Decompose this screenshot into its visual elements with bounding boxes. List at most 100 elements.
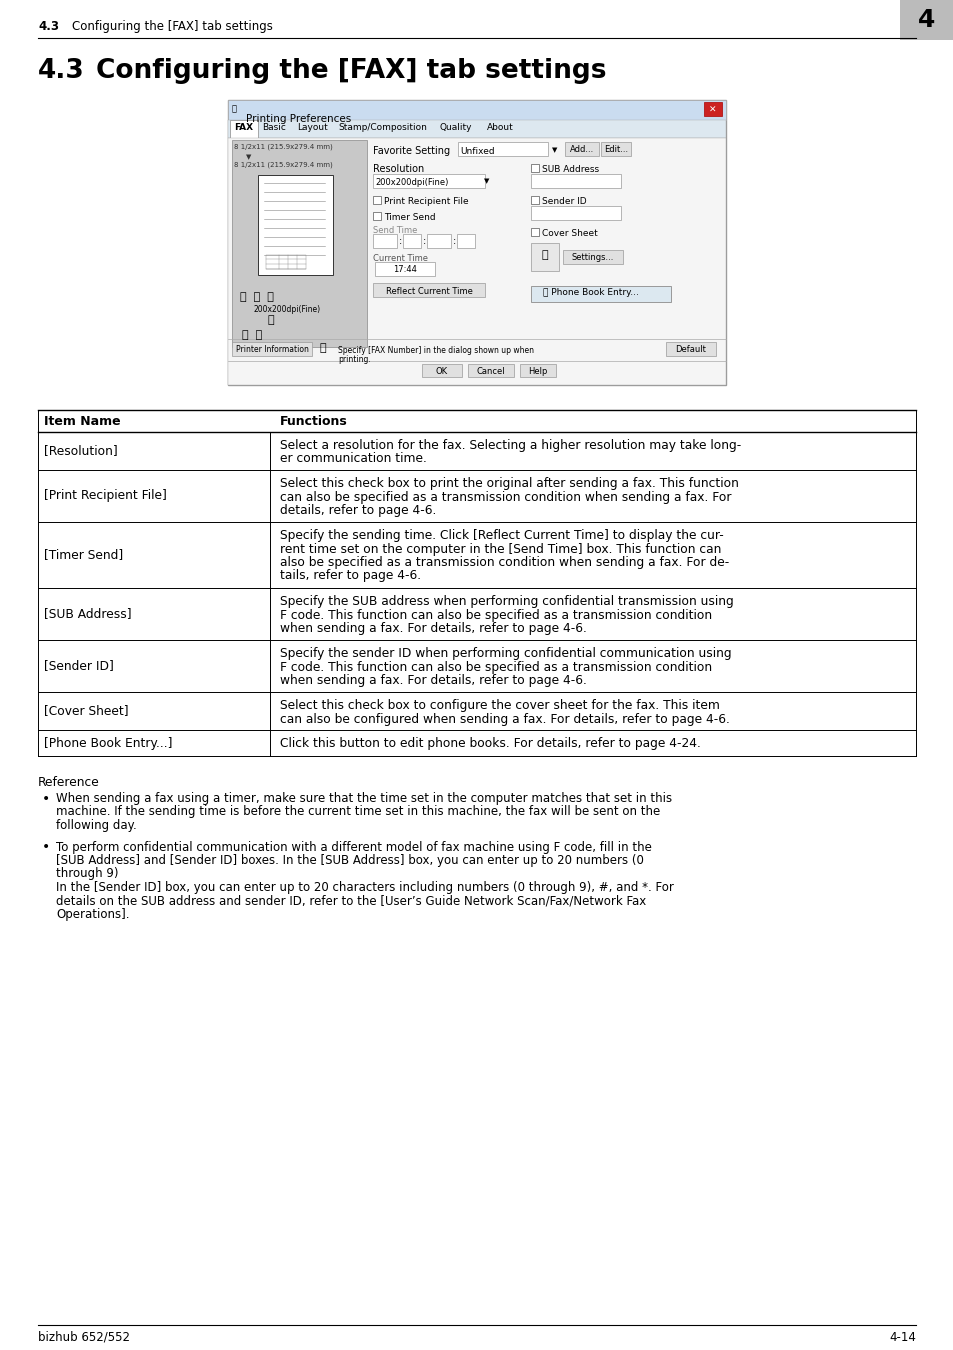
Text: ▼: ▼ (246, 154, 251, 161)
Bar (531, 243, 558, 271)
Bar (564, 142, 598, 157)
Text: :: : (398, 236, 402, 246)
Bar (257, 176, 333, 275)
Bar (373, 234, 396, 248)
Text: Quality: Quality (439, 123, 472, 132)
Text: Reflect Current Time: Reflect Current Time (385, 286, 472, 296)
Bar (531, 163, 538, 171)
Bar (421, 364, 461, 377)
Text: Layout: Layout (297, 123, 328, 132)
Text: 4-14: 4-14 (888, 1331, 915, 1345)
Text: 📒 Phone Book Entry...: 📒 Phone Book Entry... (542, 288, 639, 297)
Text: Reference: Reference (38, 776, 100, 788)
Text: Item Name: Item Name (44, 414, 120, 428)
Text: ▼: ▼ (483, 178, 489, 184)
Text: details on the SUB address and sender ID, refer to the [User’s Guide Network Sca: details on the SUB address and sender ID… (56, 895, 645, 907)
Text: [Timer Send]: [Timer Send] (44, 548, 123, 562)
Bar (703, 103, 721, 116)
Text: FAX: FAX (234, 123, 253, 132)
Text: 💡: 💡 (319, 343, 326, 352)
Text: Cancel: Cancel (476, 366, 505, 375)
Bar (456, 234, 475, 248)
Text: also be specified as a transmission condition when sending a fax. For de-: also be specified as a transmission cond… (280, 556, 728, 568)
Text: 200x200dpi(Fine): 200x200dpi(Fine) (375, 178, 448, 188)
Text: [Cover Sheet]: [Cover Sheet] (44, 705, 129, 717)
Bar (228, 100, 725, 120)
Text: [SUB Address] and [Sender ID] boxes. In the [SUB Address] box, you can enter up : [SUB Address] and [Sender ID] boxes. In … (56, 855, 643, 867)
Text: :: : (453, 236, 456, 246)
Text: [Sender ID]: [Sender ID] (44, 660, 113, 672)
Text: 🖨: 🖨 (232, 104, 236, 113)
Text: ▼: ▼ (552, 147, 557, 153)
Text: :: : (422, 236, 426, 246)
Bar (427, 234, 451, 248)
Text: 8 1/2x11 (215.9x279.4 mm): 8 1/2x11 (215.9x279.4 mm) (233, 144, 333, 150)
Text: Timer Send: Timer Send (384, 213, 436, 221)
Text: 17:44: 17:44 (393, 266, 416, 274)
Text: Specify the sender ID when performing confidential communication using: Specify the sender ID when performing co… (280, 647, 731, 660)
Bar (562, 250, 622, 265)
Text: Specify [FAX Number] in the dialog shown up when: Specify [FAX Number] in the dialog shown… (337, 346, 534, 355)
Text: [Print Recipient File]: [Print Recipient File] (44, 490, 167, 502)
Bar (373, 174, 484, 188)
Text: Configuring the [FAX] tab settings: Configuring the [FAX] tab settings (96, 58, 606, 84)
Bar (375, 262, 435, 275)
Text: Configuring the [FAX] tab settings: Configuring the [FAX] tab settings (71, 20, 273, 32)
Text: [SUB Address]: [SUB Address] (44, 608, 132, 621)
Text: 4.3: 4.3 (38, 58, 85, 84)
Text: Functions: Functions (280, 414, 348, 428)
Text: F code. This function can also be specified as a transmission condition: F code. This function can also be specif… (280, 609, 711, 621)
Text: About: About (486, 123, 513, 132)
Text: when sending a fax. For details, refer to page 4-6.: when sending a fax. For details, refer t… (280, 622, 586, 634)
Text: Select this check box to configure the cover sheet for the fax. This item: Select this check box to configure the c… (280, 699, 720, 711)
Bar (402, 234, 420, 248)
Text: In the [Sender ID] box, you can enter up to 20 characters including numbers (0 t: In the [Sender ID] box, you can enter up… (56, 882, 673, 894)
Text: SUB Address: SUB Address (541, 165, 598, 174)
Text: machine. If the sending time is before the current time set in this machine, the: machine. If the sending time is before t… (56, 806, 659, 818)
Text: 🖨  👤: 🖨 👤 (242, 329, 262, 340)
Bar (519, 364, 556, 377)
Text: Print Recipient File: Print Recipient File (384, 197, 468, 207)
Bar (230, 120, 257, 138)
Text: Edit...: Edit... (603, 146, 627, 154)
Text: Unfixed: Unfixed (459, 147, 494, 157)
Text: Favorite Setting: Favorite Setting (373, 146, 450, 157)
Bar (531, 174, 620, 188)
Text: can also be configured when sending a fax. For details, refer to page 4-6.: can also be configured when sending a fa… (280, 713, 729, 725)
Text: tails, refer to page 4-6.: tails, refer to page 4-6. (280, 570, 420, 582)
Bar (457, 142, 547, 157)
Text: Cover Sheet: Cover Sheet (541, 230, 598, 238)
Text: 200x200dpi(Fine): 200x200dpi(Fine) (253, 305, 321, 315)
Text: Click this button to edit phone books. For details, refer to page 4-24.: Click this button to edit phone books. F… (280, 737, 700, 751)
Text: bizhub 652/552: bizhub 652/552 (38, 1331, 130, 1345)
Bar (531, 207, 620, 220)
Bar (228, 138, 725, 385)
Text: printing.: printing. (337, 355, 371, 364)
Text: can also be specified as a transmission condition when sending a fax. For: can also be specified as a transmission … (280, 490, 731, 504)
Text: To perform confidential communication with a different model of fax machine usin: To perform confidential communication wi… (56, 841, 651, 853)
Text: Stamp/Composition: Stamp/Composition (338, 123, 427, 132)
Text: Add...: Add... (569, 146, 594, 154)
Bar (232, 140, 367, 347)
Text: Default: Default (675, 344, 706, 354)
Text: Select this check box to print the original after sending a fax. This function: Select this check box to print the origi… (280, 477, 739, 490)
Bar (266, 255, 306, 269)
Bar (600, 142, 630, 157)
Text: OK: OK (436, 366, 448, 375)
Text: 📱: 📱 (541, 250, 548, 261)
Text: Send Time: Send Time (373, 225, 416, 235)
Bar (228, 100, 725, 385)
Text: Operations].: Operations]. (56, 909, 130, 921)
Bar (373, 212, 380, 220)
Bar (232, 342, 312, 356)
Text: [Phone Book Entry...]: [Phone Book Entry...] (44, 737, 172, 749)
Bar (531, 196, 538, 204)
Text: Printing Preferences: Printing Preferences (246, 113, 351, 124)
Text: 4: 4 (918, 8, 935, 32)
Text: details, refer to page 4-6.: details, refer to page 4-6. (280, 504, 436, 517)
Text: 📠: 📠 (268, 315, 274, 325)
Text: •: • (42, 841, 51, 855)
Text: Help: Help (528, 366, 547, 375)
Text: F code. This function can also be specified as a transmission condition: F code. This function can also be specif… (280, 660, 711, 674)
Bar (899, 0, 953, 40)
